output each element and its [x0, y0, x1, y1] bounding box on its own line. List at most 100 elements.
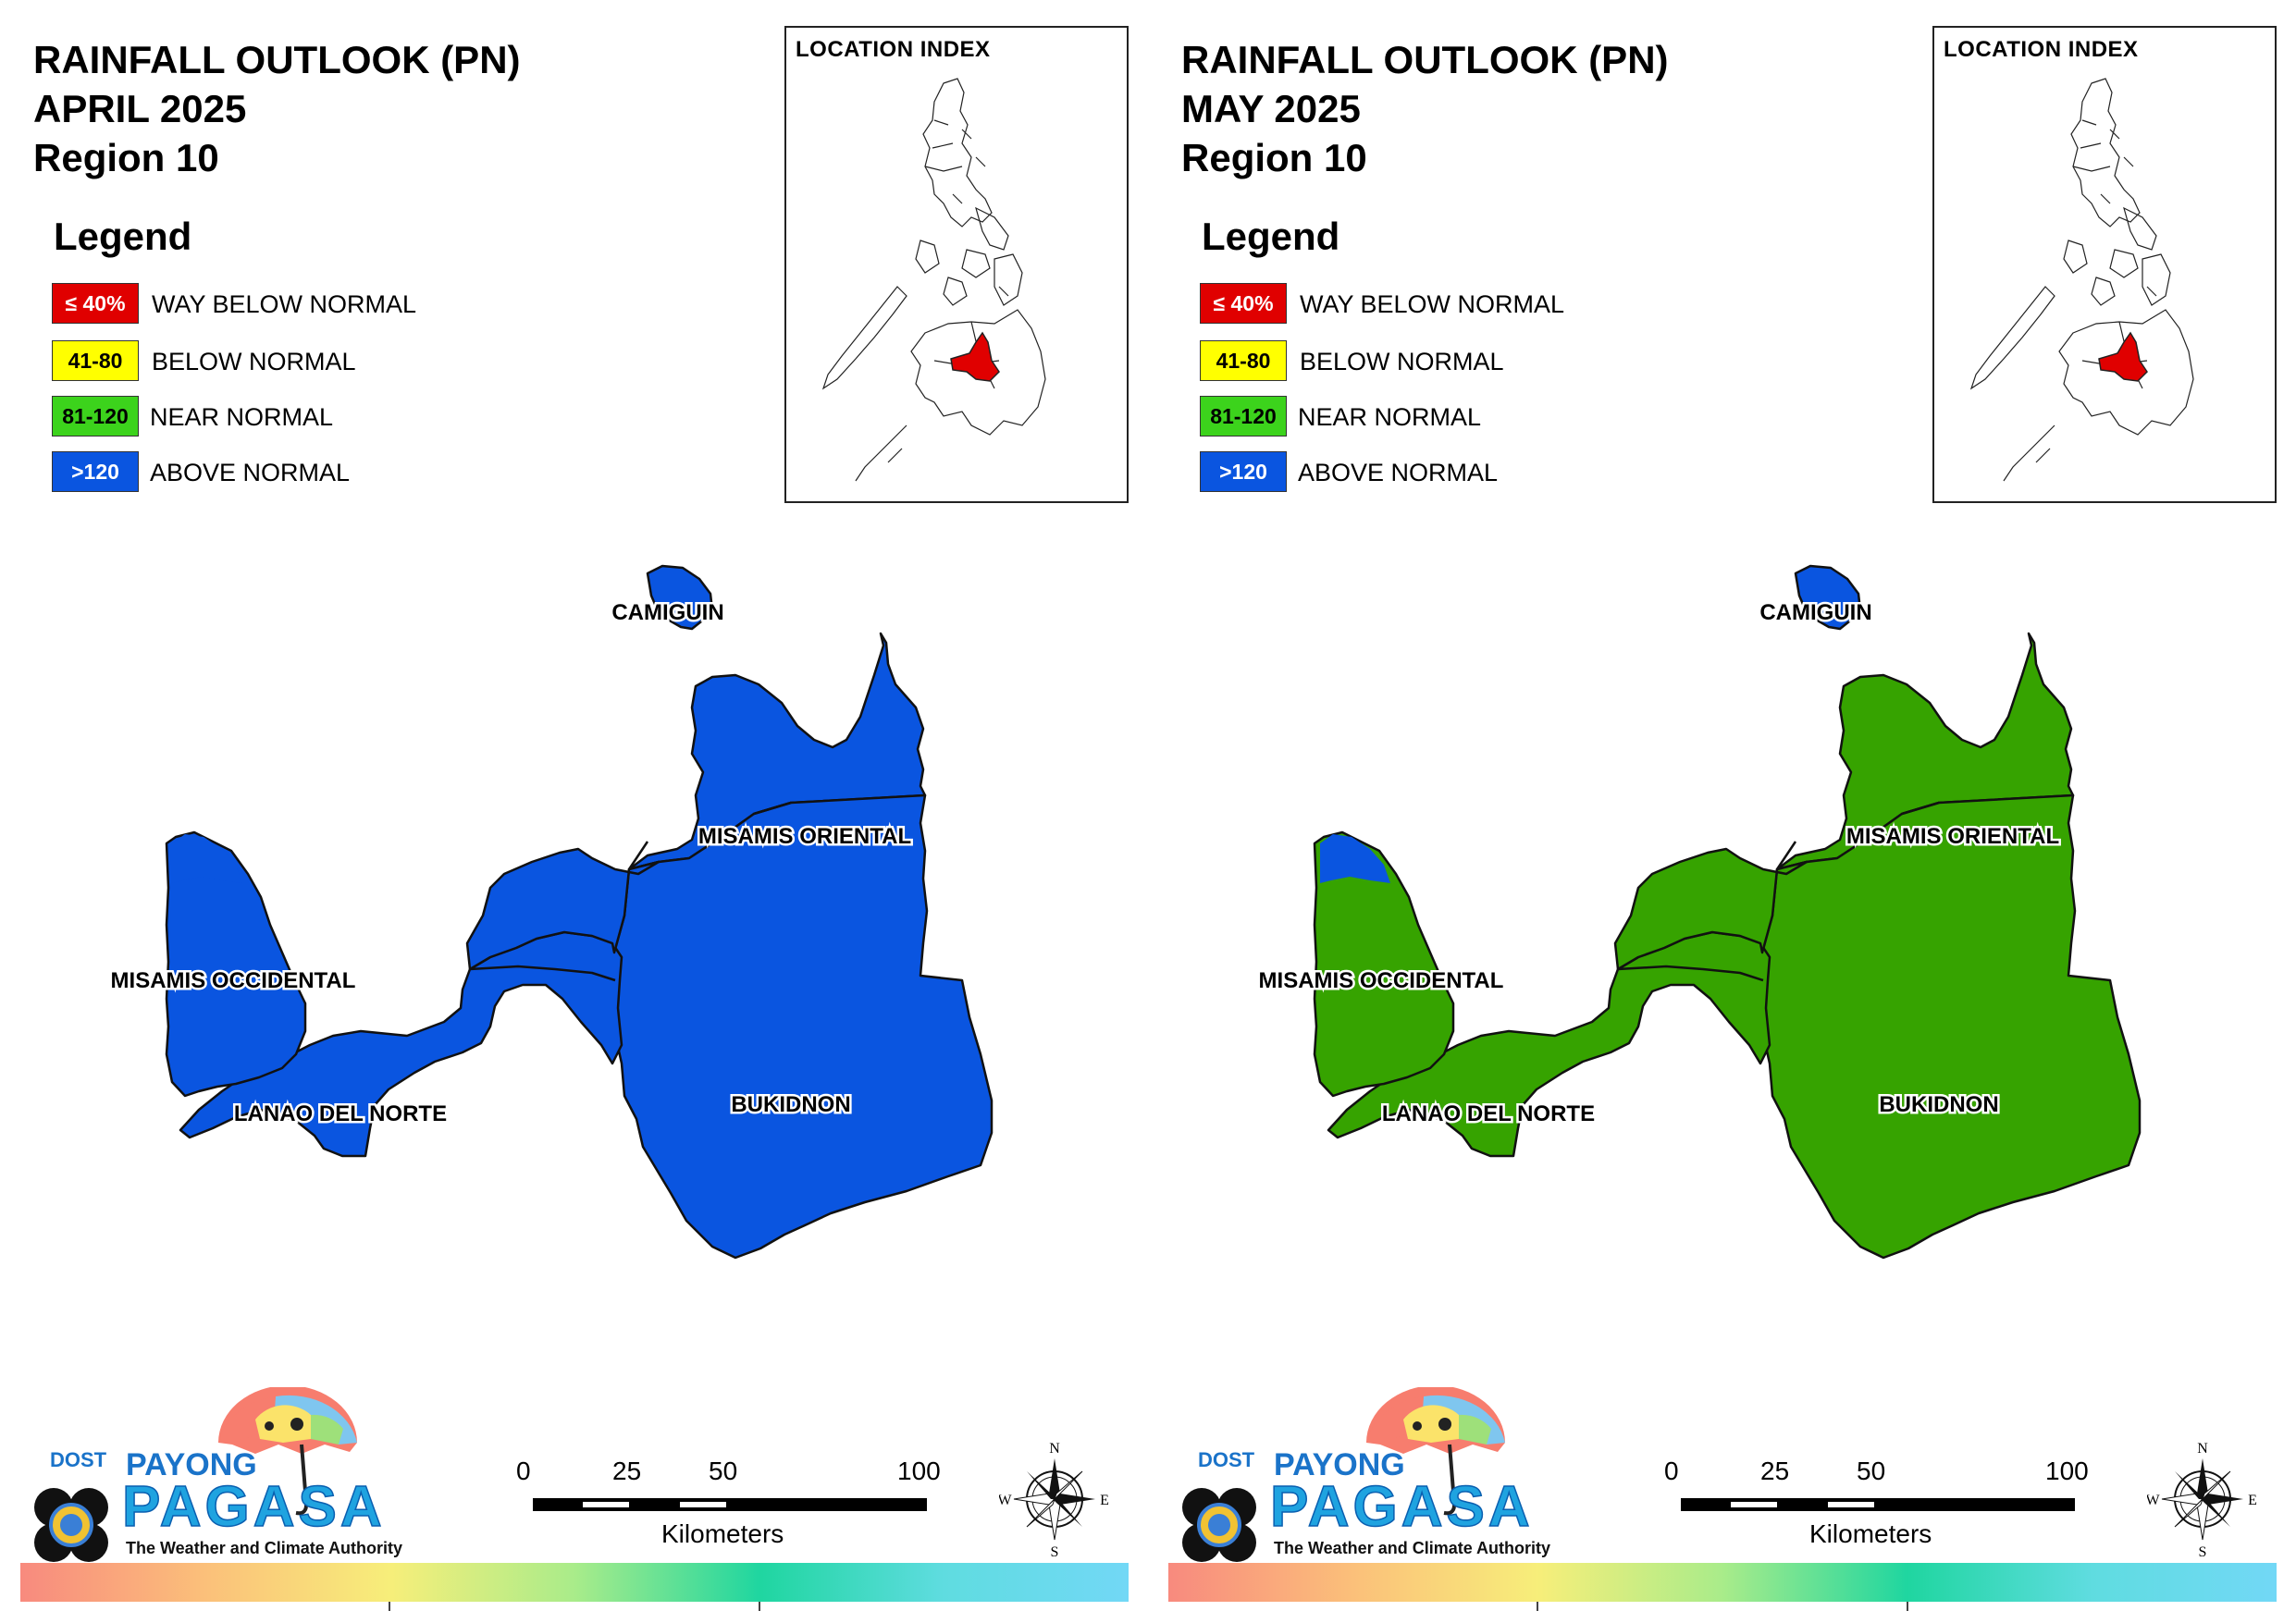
scale-unit: Kilometers	[661, 1519, 784, 1548]
scale-tick-100: 100	[2045, 1457, 2089, 1485]
title-line-1: RAINFALL OUTLOOK (PN)	[1181, 38, 1669, 81]
legend-swatch: ≤ 40%	[52, 283, 139, 324]
scale-tick-100: 100	[897, 1457, 941, 1485]
legend-title: Legend	[1202, 215, 1340, 258]
label-camiguin: CAMIGUIN	[1759, 600, 1871, 625]
inset-title: LOCATION INDEX	[1944, 37, 2139, 62]
compass-s: S	[1051, 1544, 1059, 1558]
inset-title: LOCATION INDEX	[796, 37, 991, 62]
province-camiguin	[1794, 564, 1862, 631]
philippines-outline-map	[821, 78, 1046, 482]
logo-payong: PAYONG	[126, 1447, 257, 1482]
map-title: RAINFALL OUTLOOK (PN) APRIL 2025 Region …	[33, 35, 521, 182]
label-lanao-del-norte: LANAO DEL NORTE	[1382, 1101, 1595, 1126]
scale-tick-0: 0	[1664, 1457, 1679, 1485]
compass-w: W	[2147, 1493, 2160, 1508]
scale-tick-50: 50	[1857, 1457, 1886, 1485]
logo-payong: PAYONG	[1274, 1447, 1405, 1482]
label-camiguin: CAMIGUIN	[611, 600, 723, 625]
scale-unit: Kilometers	[1809, 1519, 1932, 1548]
logo-tagline: The Weather and Climate Authority	[1274, 1539, 1550, 1557]
compass-n: N	[1049, 1441, 1060, 1457]
legend-swatch: >120	[1200, 451, 1287, 492]
title-region: Region 10	[1181, 136, 1367, 179]
logo-dost: DOST	[1198, 1448, 1255, 1471]
gradient-tick	[759, 1602, 760, 1611]
scale-tick-50: 50	[709, 1457, 738, 1485]
gradient-tick	[1907, 1602, 1908, 1611]
payong-pagasa-logo: DOST PAYONG PAGASA The Weather and Clima…	[34, 1387, 402, 1562]
province-misamis-oriental	[1775, 632, 2075, 871]
scale-tick-25: 25	[612, 1457, 642, 1485]
legend-swatch: ≤ 40%	[1200, 283, 1287, 324]
province-bukidnon	[611, 793, 994, 1260]
color-gradient-band	[1168, 1563, 2277, 1602]
legend-swatch: 81-120	[52, 396, 139, 436]
title-line-1: RAINFALL OUTLOOK (PN)	[33, 38, 521, 81]
location-index-inset: LOCATION INDEX	[1932, 26, 2277, 503]
label-misamis-occidental: MISAMIS OCCIDENTAL	[1259, 968, 1504, 993]
compass-rose-icon: N S E W	[999, 1441, 1109, 1558]
compass-e: E	[1100, 1493, 1109, 1508]
legend-swatch: 41-80	[1200, 340, 1287, 381]
misamis-occidental-tip	[1320, 834, 1390, 883]
logo-pagasa: PAGASA	[122, 1475, 386, 1539]
legend-label: BELOW NORMAL	[1300, 348, 1504, 375]
compass-w: W	[999, 1493, 1012, 1508]
label-misamis-oriental: MISAMIS ORIENTAL	[1846, 824, 2059, 849]
legend-label: ABOVE NORMAL	[1298, 459, 1499, 486]
logo-dost: DOST	[50, 1448, 107, 1471]
compass-n: N	[2197, 1441, 2208, 1457]
panel-may: RAINFALL OUTLOOK (PN) MAY 2025 Region 10…	[1148, 0, 2296, 1623]
legend-label: WAY BELOW NORMAL	[152, 290, 417, 318]
legend-label: NEAR NORMAL	[1298, 403, 1482, 431]
map-title: RAINFALL OUTLOOK (PN) MAY 2025 Region 10	[1181, 35, 1669, 182]
panel-april: RAINFALL OUTLOOK (PN) APRIL 2025 Region …	[20, 26, 1129, 1611]
scale-bar: 0 25 50 100 Kilometers	[1664, 1457, 2092, 1558]
legend-swatch: 81-120	[1200, 396, 1287, 436]
title-month: APRIL 2025	[33, 87, 247, 130]
scale-bar-graphic	[533, 1498, 927, 1511]
philippines-outline-map	[1969, 78, 2194, 482]
region-10-highlight	[2098, 331, 2148, 382]
logo-pagasa: PAGASA	[1270, 1475, 1534, 1539]
misamis-occidental-tip	[172, 834, 242, 883]
scale-tick-25: 25	[1760, 1457, 1790, 1485]
payong-pagasa-logo: DOST PAYONG PAGASA The Weather and Clima…	[1182, 1387, 1550, 1562]
province-lanao-upper	[465, 847, 660, 971]
region-10-highlight	[950, 331, 1000, 382]
province-misamis-oriental	[627, 632, 927, 871]
logo-tagline: The Weather and Climate Authority	[126, 1539, 402, 1557]
province-misamis-occidental	[1313, 830, 1455, 1098]
scale-bar-graphic	[1681, 1498, 2075, 1511]
legend-label: BELOW NORMAL	[152, 348, 356, 375]
region-10-map: CAMIGUIN MISAMIS ORIENTAL MISAMIS OCCIDE…	[1256, 564, 2142, 1260]
scale-tick-0: 0	[516, 1457, 531, 1485]
title-region: Region 10	[33, 136, 219, 179]
compass-rose-icon: N S E W	[2147, 1441, 2257, 1558]
label-misamis-oriental: MISAMIS ORIENTAL	[698, 824, 911, 849]
label-bukidnon: BUKIDNON	[731, 1092, 850, 1117]
gradient-tick	[1537, 1602, 1538, 1611]
legend-swatch: 41-80	[52, 340, 139, 381]
title-month: MAY 2025	[1181, 87, 1361, 130]
province-lanao-upper	[1613, 847, 1808, 971]
label-lanao-del-norte: LANAO DEL NORTE	[234, 1101, 447, 1126]
province-bukidnon	[1759, 793, 2142, 1260]
legend-label: ABOVE NORMAL	[150, 459, 351, 486]
scale-bar: 0 25 50 100 Kilometers	[516, 1457, 944, 1558]
label-misamis-occidental: MISAMIS OCCIDENTAL	[111, 968, 356, 993]
color-gradient-band	[20, 1563, 1129, 1602]
region-10-map: CAMIGUIN MISAMIS ORIENTAL MISAMIS OCCIDE…	[108, 564, 994, 1260]
province-camiguin	[646, 564, 714, 631]
legend-swatch: >120	[52, 451, 139, 492]
legend-label: NEAR NORMAL	[150, 403, 334, 431]
location-index-inset: LOCATION INDEX	[784, 26, 1129, 503]
compass-s: S	[2199, 1544, 2207, 1558]
gradient-tick	[389, 1602, 390, 1611]
legend-label: WAY BELOW NORMAL	[1300, 290, 1565, 318]
compass-e: E	[2248, 1493, 2257, 1508]
label-bukidnon: BUKIDNON	[1879, 1092, 1998, 1117]
province-misamis-occidental	[165, 830, 307, 1098]
legend-title: Legend	[54, 215, 192, 258]
